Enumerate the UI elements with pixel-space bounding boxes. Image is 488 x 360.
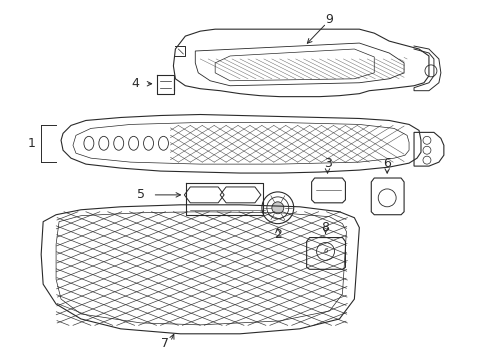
Text: 1: 1 bbox=[27, 137, 35, 150]
Text: 7: 7 bbox=[161, 337, 169, 350]
Text: 8: 8 bbox=[321, 221, 329, 234]
Text: 4: 4 bbox=[131, 77, 139, 90]
Text: 5: 5 bbox=[136, 188, 144, 201]
Text: 2: 2 bbox=[273, 228, 281, 241]
Text: 3: 3 bbox=[323, 157, 331, 170]
Text: 6: 6 bbox=[383, 157, 390, 170]
Text: 9: 9 bbox=[325, 13, 333, 26]
Circle shape bbox=[271, 202, 283, 214]
Text: 6: 6 bbox=[323, 248, 327, 255]
